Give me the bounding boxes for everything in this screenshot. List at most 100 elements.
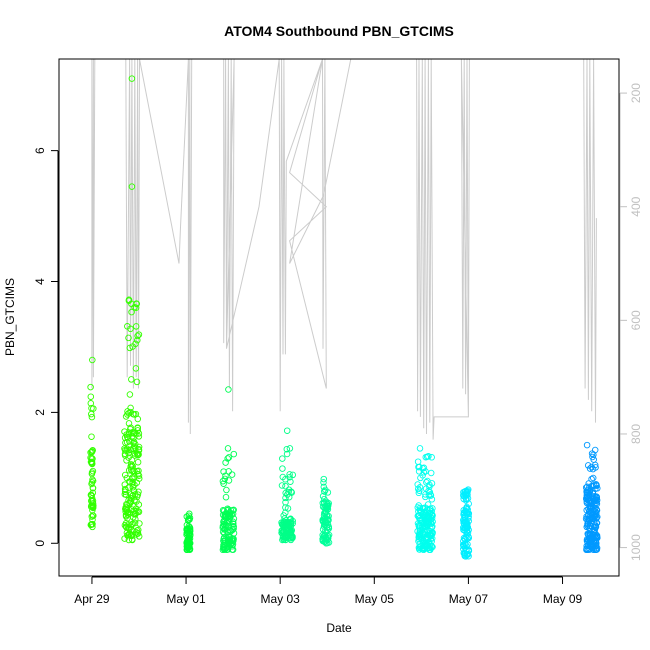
data-point (185, 515, 192, 523)
data-point (221, 541, 229, 548)
data-point (278, 482, 286, 489)
data-point (419, 511, 427, 519)
data-point (225, 386, 232, 393)
data-point (186, 539, 193, 547)
x-axis-label: Date (326, 621, 352, 635)
data-point (583, 523, 590, 531)
data-point (322, 508, 329, 516)
data-point (132, 365, 140, 372)
data-point (282, 499, 289, 506)
x-tick-label: May 05 (355, 592, 395, 606)
data-point (128, 532, 135, 539)
data-point (460, 511, 467, 518)
data-point (283, 445, 291, 453)
data-point (320, 479, 327, 486)
data-point (225, 468, 232, 475)
data-point (224, 529, 231, 536)
data-point (122, 413, 130, 420)
data-point (223, 486, 230, 494)
data-point (414, 481, 421, 488)
data-point (121, 481, 129, 488)
data-point (134, 530, 142, 537)
x-tick-label: May 07 (449, 592, 489, 606)
data-point (134, 415, 142, 423)
data-point (283, 427, 291, 434)
y-tick-label: 4 (33, 278, 47, 285)
data-point (121, 471, 129, 479)
data-point (87, 393, 95, 400)
data-point (419, 529, 427, 537)
data-point (129, 478, 136, 486)
data-point (89, 467, 97, 475)
data-point (123, 438, 131, 446)
data-point (424, 477, 431, 485)
data-point (586, 545, 593, 552)
data-point (134, 332, 141, 340)
data-point (185, 530, 192, 537)
data-point (590, 482, 598, 489)
data-point (88, 513, 96, 520)
data-point (128, 308, 135, 316)
data-point (320, 475, 328, 483)
data-point (125, 334, 132, 342)
data-point (419, 472, 426, 479)
data-point (287, 515, 294, 523)
data-point (89, 455, 96, 463)
data-point (589, 474, 597, 482)
data-point (131, 519, 139, 527)
data-point (228, 471, 236, 478)
data-point (288, 534, 296, 541)
data-point (460, 524, 467, 531)
data-point (282, 482, 289, 490)
data-point (427, 469, 435, 477)
data-point (422, 535, 430, 543)
data-point (592, 480, 600, 488)
data-point (461, 552, 468, 560)
data-point (591, 526, 599, 533)
data-point (89, 356, 96, 364)
data-point (421, 504, 429, 511)
data-point (415, 512, 423, 519)
data-point (230, 536, 237, 543)
data-point (124, 531, 132, 539)
data-point (283, 450, 291, 458)
data-point (583, 488, 590, 495)
data-point (586, 488, 593, 495)
data-point (426, 527, 433, 535)
data-point (224, 506, 232, 513)
data-point (129, 492, 137, 499)
data-point (130, 438, 138, 446)
data-point (582, 515, 590, 523)
data-point (220, 468, 227, 475)
data-point (222, 472, 229, 479)
altitude-lines (59, 58, 597, 440)
data-point (129, 475, 136, 483)
data-point (285, 493, 293, 501)
data-point (428, 512, 436, 519)
data-point (220, 534, 228, 541)
data-point (219, 507, 227, 514)
data-point (425, 492, 433, 499)
y2-tick-label: 600 (629, 310, 643, 330)
data-point (132, 304, 140, 311)
data-point (125, 447, 132, 454)
data-point (88, 521, 96, 528)
data-point (127, 446, 135, 454)
y2-tick-label: 400 (629, 196, 643, 216)
y2-tick-label: 200 (629, 83, 643, 103)
data-point (122, 520, 130, 527)
data-point (128, 183, 136, 190)
y-tick-label: 0 (33, 540, 47, 547)
data-point (583, 441, 591, 449)
data-point (422, 491, 429, 498)
data-point (590, 546, 597, 554)
data-point (125, 454, 132, 461)
data-point (415, 463, 422, 471)
x-tick-label: May 01 (166, 592, 206, 606)
data-point (462, 495, 470, 502)
data-point (461, 540, 469, 548)
data-point (321, 488, 328, 495)
data-point (90, 405, 97, 412)
data-point (125, 467, 133, 474)
data-point (593, 544, 601, 552)
